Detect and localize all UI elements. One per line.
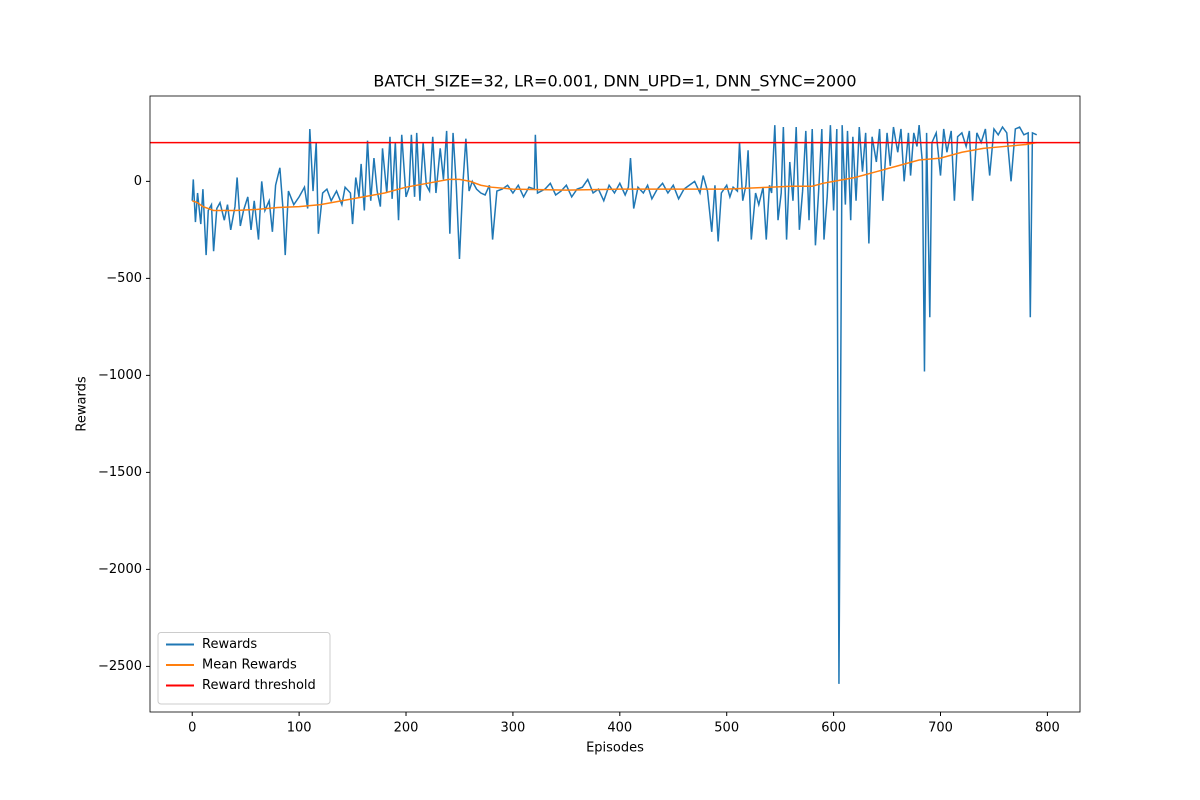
legend-label: Mean Rewards [202, 658, 297, 673]
line-series [191, 125, 1038, 684]
legend-label: Rewards [202, 637, 257, 652]
y-tick-label: −2500 [98, 659, 142, 674]
x-tick-label: 0 [188, 721, 196, 736]
x-tick-label: 700 [928, 721, 953, 736]
y-axis-label: Rewards [75, 376, 90, 431]
y-tick-label: −1000 [98, 368, 142, 383]
x-tick-label: 800 [1035, 721, 1060, 736]
x-tick-label: 400 [607, 721, 632, 736]
y-tick-label: −1500 [98, 465, 142, 480]
y-tick-label: −2000 [98, 562, 142, 577]
line-series [191, 141, 1037, 212]
legend-label: Reward threshold [202, 678, 316, 693]
x-tick-label: 300 [500, 721, 525, 736]
legend: Rewards Mean Rewards Reward threshold [157, 632, 331, 705]
x-tick-label: 100 [287, 721, 312, 736]
legend-box [157, 632, 331, 705]
chart-title: BATCH_SIZE=32, LR=0.001, DNN_UPD=1, DNN_… [373, 72, 856, 92]
x-axis-label: Episodes [586, 741, 644, 756]
x-tick-label: 500 [714, 721, 739, 736]
x-tick-label: 200 [394, 721, 419, 736]
y-tick-label: −500 [106, 271, 142, 286]
x-tick-label: 600 [821, 721, 846, 736]
y-tick-label: 0 [134, 174, 142, 189]
plot-frame [149, 95, 1081, 713]
